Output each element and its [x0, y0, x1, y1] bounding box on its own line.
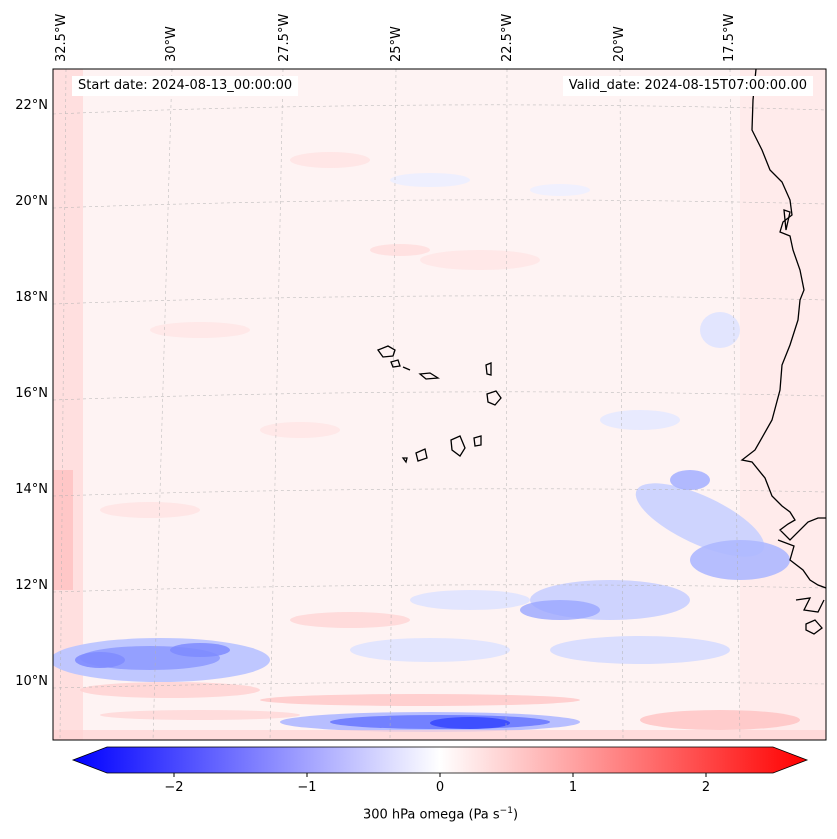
lon-label: 17.5°W — [722, 13, 737, 62]
colorbar-tick-label: −2 — [164, 780, 184, 795]
island — [402, 366, 411, 371]
lon-label: 32.5°W — [54, 13, 69, 62]
omega-field — [53, 69, 826, 740]
lat-label: 12°N — [15, 578, 48, 593]
island — [473, 435, 482, 447]
africa-coastline — [740, 69, 826, 541]
lat-label: 20°N — [15, 194, 48, 209]
lat-label: 22°N — [15, 98, 48, 113]
colorbar — [71, 746, 809, 777]
island — [415, 448, 428, 462]
colorbar-tick-label: 1 — [568, 780, 578, 795]
lat-label: 18°N — [15, 290, 48, 305]
lon-label: 22.5°W — [500, 13, 515, 62]
lon-label: 20°W — [612, 26, 627, 62]
island — [401, 457, 408, 464]
graticule — [53, 69, 826, 740]
colorbar-label: 300 hPa omega (Pa s−1) — [362, 806, 519, 823]
plot-frame — [52, 68, 827, 741]
island — [376, 345, 396, 358]
lat-label: 10°N — [15, 674, 48, 689]
colorbar-body — [71, 746, 809, 774]
colorbar-tick-label: 2 — [701, 780, 711, 795]
start-date-label: Start date: 2024-08-13_00:00:00 — [72, 76, 299, 96]
island — [486, 390, 502, 406]
lon-label: 25°W — [389, 26, 404, 62]
colorbar-tick-label: 0 — [435, 780, 445, 795]
lon-label: 30°W — [164, 26, 179, 62]
lat-label: 14°N — [15, 482, 48, 497]
island — [450, 435, 466, 457]
island — [485, 362, 492, 376]
lat-label: 16°N — [15, 386, 48, 401]
island — [418, 372, 441, 380]
lon-label: 27.5°W — [277, 13, 292, 62]
coastline — [376, 69, 826, 635]
island — [390, 359, 401, 368]
colorbar-tick-label: −1 — [297, 780, 317, 795]
valid-date-label: Valid_date: 2024-08-15T07:00:00.00 — [562, 76, 813, 96]
